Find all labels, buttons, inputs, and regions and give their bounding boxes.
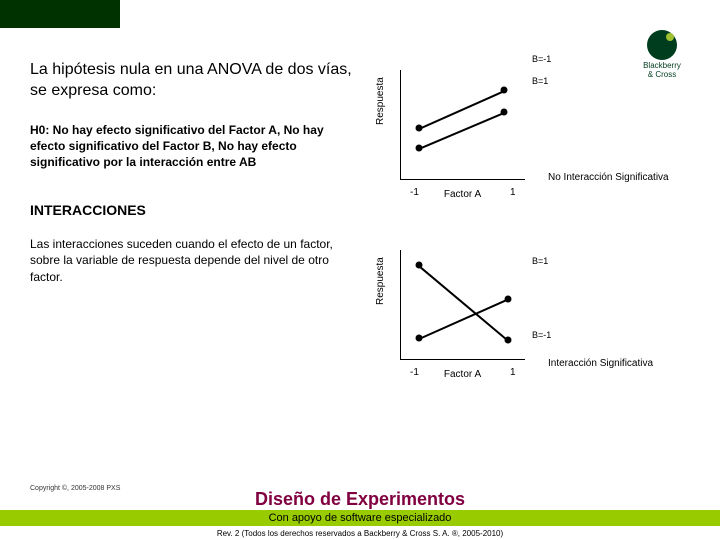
header-accent-bar — [0, 0, 120, 28]
interactions-heading: INTERACCIONES — [30, 202, 360, 218]
footer-revision: Rev. 2 (Todos los derechos reservados a … — [0, 526, 720, 540]
caption-no-interaction: No Interacción Significativa — [548, 172, 708, 183]
caption-interaction: Interacción Significativa — [548, 358, 708, 369]
point — [416, 335, 423, 342]
line-b-1 — [419, 112, 505, 150]
point — [416, 262, 423, 269]
point — [501, 87, 508, 94]
null-hypothesis: H0: No hay efecto significativo del Fact… — [30, 122, 360, 171]
ylabel: Respuesta — [375, 257, 386, 305]
ylabel: Respuesta — [375, 77, 386, 125]
chart-interaction: Respuesta -1 1 Factor A — [380, 250, 530, 390]
point — [505, 296, 512, 303]
xlabel: Factor A — [400, 189, 525, 200]
point — [416, 125, 423, 132]
legend-b-neg1: B=-1 — [532, 54, 551, 64]
legend-b-1: B=1 — [532, 76, 548, 86]
interactions-body: Las interacciones suceden cuando el efec… — [30, 236, 360, 285]
slide-title: La hipótesis nula en una ANOVA de dos ví… — [30, 60, 360, 102]
brand-logo: Blackberry & Cross — [622, 30, 702, 90]
xlabel: Factor A — [400, 369, 525, 380]
logo-text-2: & Cross — [622, 71, 702, 80]
point — [416, 145, 423, 152]
plot-area — [400, 70, 525, 180]
text-content: La hipótesis nula en una ANOVA de dos ví… — [30, 60, 360, 285]
logo-icon — [647, 30, 677, 60]
point — [505, 337, 512, 344]
point — [501, 109, 508, 116]
chart-no-interaction: Respuesta -1 1 Factor A — [380, 70, 530, 210]
legend-b-1: B=1 — [532, 256, 548, 266]
legend-b-neg1: B=-1 — [532, 330, 551, 340]
footer-subtitle: Con apoyo de software especializado — [0, 510, 720, 526]
footer: Diseño de Experimentos Con apoyo de soft… — [0, 489, 720, 540]
footer-title: Diseño de Experimentos — [0, 489, 720, 510]
line-b-neg1 — [419, 90, 505, 129]
plot-area — [400, 250, 525, 360]
